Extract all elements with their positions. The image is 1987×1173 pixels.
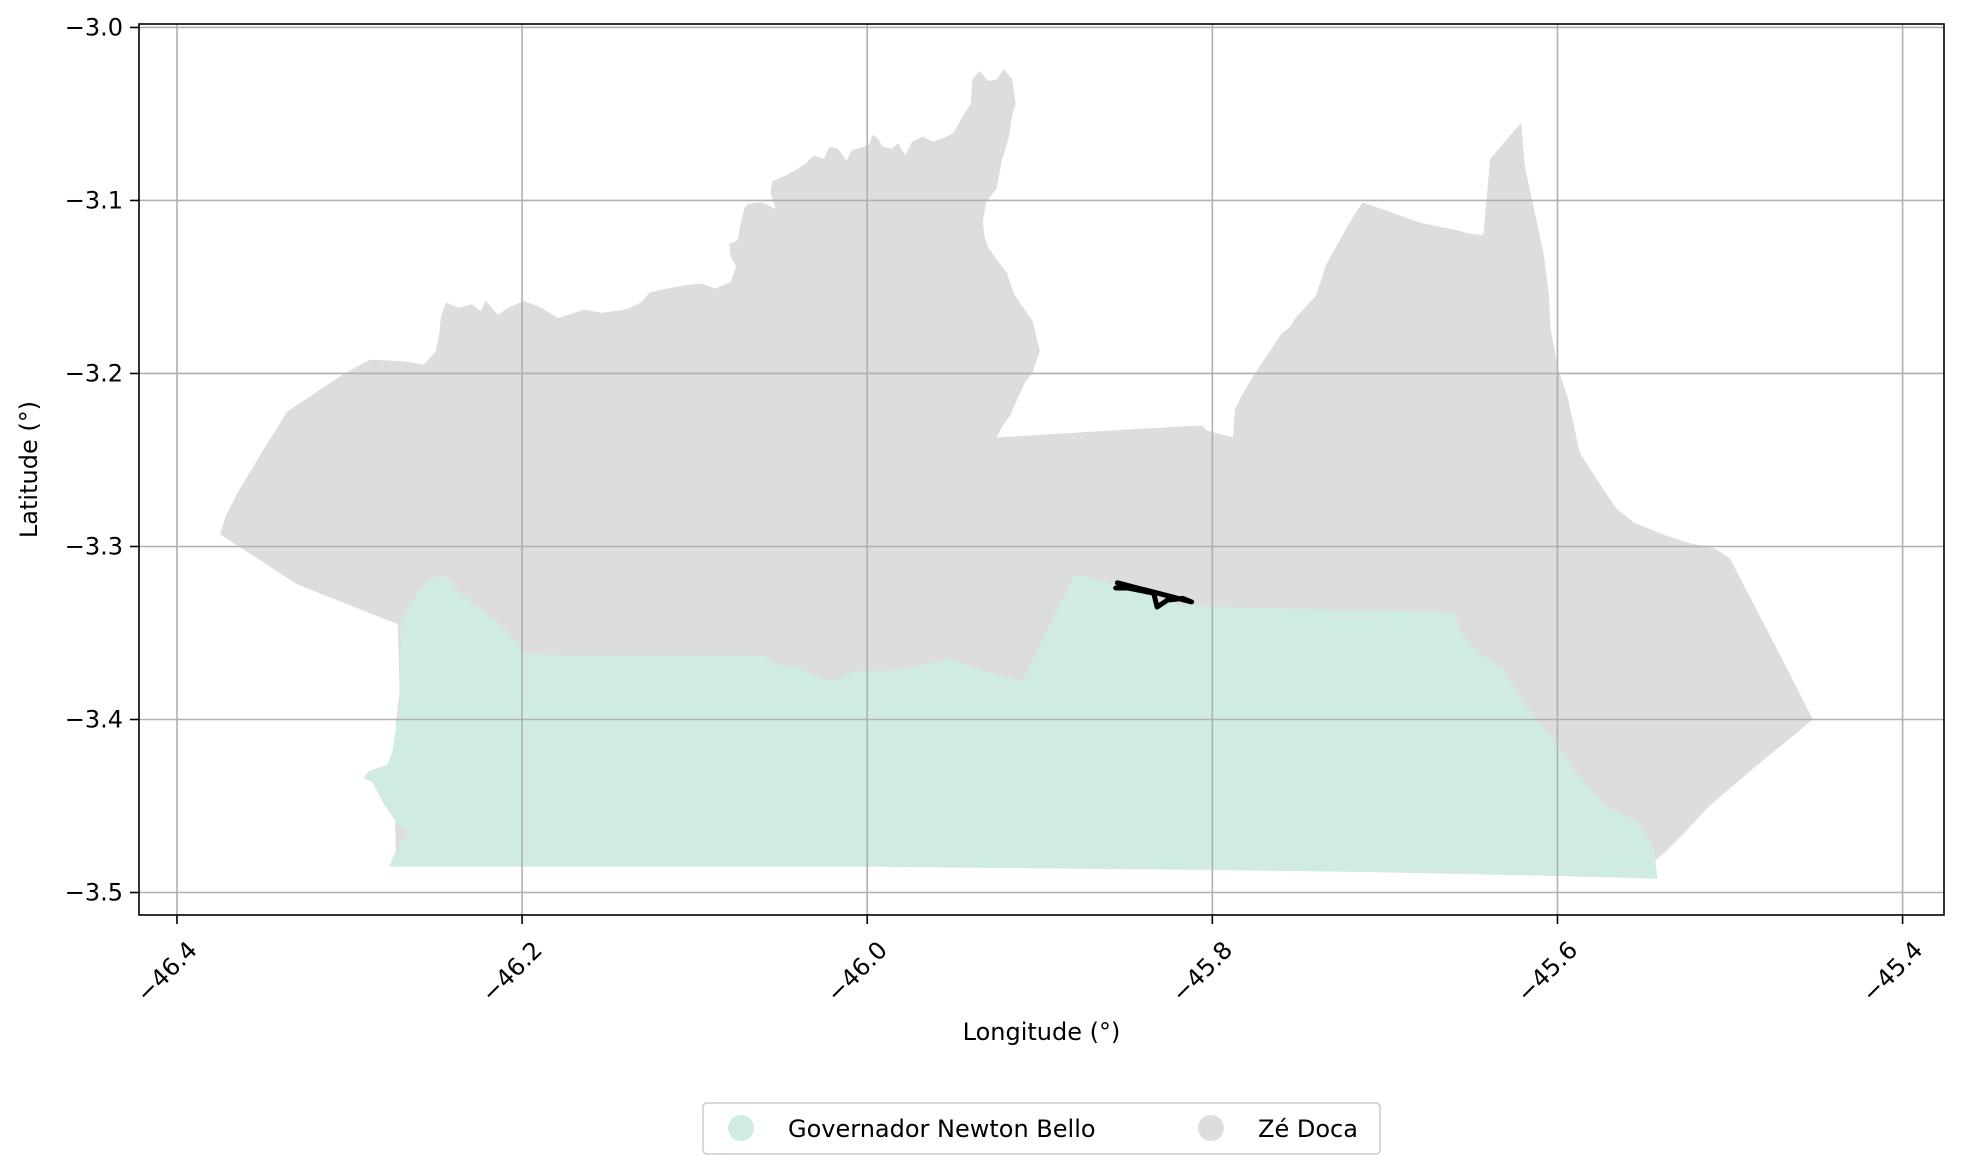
y-tick-label-4: −3.4 [65,705,123,733]
region-governador-newton-bello [363,574,1658,879]
route-line [1113,580,1195,610]
grid-lines [139,24,1944,915]
legend-label-governador-newton-bello: Governador Newton Bello [788,1115,1096,1143]
y-tick-label-5: −3.5 [65,879,123,907]
x-tick-label-2: −46.0 [821,936,893,1008]
x-tick-label-5: −45.4 [1856,936,1928,1008]
plot-frame [138,23,1945,916]
legend-swatch-governador-newton-bello [728,1115,754,1141]
y-tick-label-0: −3.0 [65,13,123,41]
x-tick-label-0: −46.4 [131,936,203,1008]
x-tick-label-1: −46.2 [476,936,548,1008]
legend-label-ze-doca: Zé Doca [1258,1115,1358,1143]
regions-layer [220,69,1813,879]
legend: Governador Newton Bello Zé Doca [702,1102,1381,1155]
route-line-layer [1113,580,1195,610]
legend-swatch-ze-doca [1198,1115,1224,1141]
y-axis-label: Latitude (°) [15,401,43,538]
x-tick-label-3: −45.8 [1166,936,1238,1008]
x-axis-label: Longitude (°) [963,1018,1121,1046]
y-tick-label-3: −3.3 [65,532,123,560]
y-tick-label-1: −3.1 [65,186,123,214]
x-tick-label-4: −45.6 [1511,936,1583,1008]
y-tick-label-2: −3.2 [65,359,123,387]
